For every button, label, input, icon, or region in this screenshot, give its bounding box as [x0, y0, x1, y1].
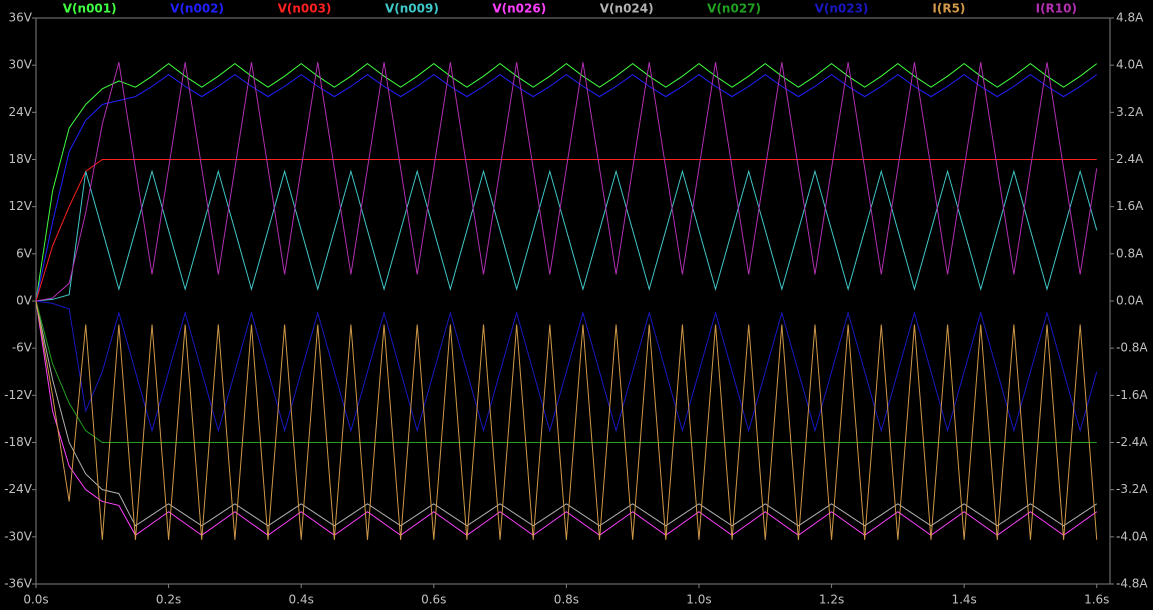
trace — [35, 300, 1098, 527]
legend-entry: V(n026) — [492, 2, 546, 16]
x-tick-label: 0.4s — [289, 593, 314, 607]
y2-tick-label: 2.4A — [1116, 152, 1144, 166]
trace — [35, 62, 1098, 302]
y-tick-label: -30V — [4, 529, 33, 543]
y2-tick-label: 0.8A — [1116, 246, 1144, 260]
x-tick-label: 1.0s — [686, 593, 711, 607]
y2-tick-label: -3.2A — [1116, 482, 1148, 496]
y2-tick-label: -1.6A — [1116, 388, 1148, 402]
y-tick-label: 12V — [9, 199, 33, 213]
legend-entry: V(n003) — [278, 2, 332, 16]
trace — [35, 73, 1098, 302]
trace — [35, 300, 1098, 536]
trace — [35, 62, 1098, 302]
y-tick-label: 36V — [9, 11, 33, 25]
y2-tick-label: -4.0A — [1116, 529, 1148, 543]
legend-entry: V(n001) — [63, 2, 117, 16]
trace — [35, 300, 1098, 433]
y-tick-label: 30V — [9, 58, 33, 72]
y-tick-label: 18V — [9, 152, 33, 166]
y-tick-label: -6V — [12, 341, 33, 355]
x-tick-label: 1.2s — [819, 593, 844, 607]
x-tick-label: 0.2s — [156, 593, 181, 607]
y2-tick-label: -2.4A — [1116, 435, 1148, 449]
legend-entry: V(n023) — [815, 2, 869, 16]
y2-tick-label: 0.0A — [1116, 294, 1144, 308]
y-tick-label: 0V — [16, 294, 33, 308]
legend-entry: V(n027) — [707, 2, 761, 16]
trace — [35, 300, 1097, 443]
y2-tick-label: 4.0A — [1116, 58, 1144, 72]
x-tick-label: 0.6s — [421, 593, 446, 607]
trace — [35, 300, 1098, 540]
x-tick-label: 0.8s — [554, 593, 579, 607]
y2-tick-label: 1.6A — [1116, 199, 1144, 213]
y-tick-label: -18V — [4, 435, 33, 449]
y-tick-label: -36V — [4, 577, 33, 591]
y2-tick-label: -0.8A — [1116, 341, 1148, 355]
y2-tick-label: -4.8A — [1116, 577, 1148, 591]
legend-entry: I(R10) — [1036, 2, 1077, 16]
y-tick-label: -12V — [4, 388, 33, 402]
x-tick-label: 1.6s — [1084, 593, 1109, 607]
y2-tick-label: 3.2A — [1116, 105, 1144, 119]
y-tick-label: -24V — [4, 482, 33, 496]
trace — [35, 169, 1098, 302]
y-tick-label: 6V — [16, 246, 33, 260]
y2-tick-label: 4.8A — [1116, 11, 1144, 25]
legend-entry: V(n009) — [385, 2, 439, 16]
legend-entry: V(n002) — [170, 2, 224, 16]
x-tick-label: 1.4s — [951, 593, 976, 607]
legend-entry: I(R5) — [932, 2, 965, 16]
trace — [35, 159, 1097, 302]
traces — [35, 62, 1098, 540]
legend-entry: V(n024) — [600, 2, 654, 16]
x-tick-label: 0.0s — [23, 593, 48, 607]
y-tick-label: 24V — [9, 105, 33, 119]
